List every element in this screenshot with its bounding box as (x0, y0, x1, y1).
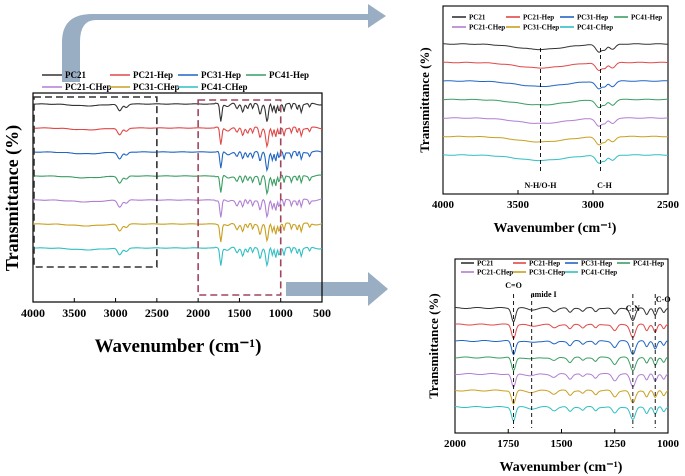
series-line-pc31-hep (33, 150, 322, 173)
zoom-box-high-wavenumber (33, 96, 158, 268)
legend-label-pc21-chep: PC21-CHep (65, 82, 112, 92)
zoom-box-low-wavenumber (197, 99, 282, 296)
series-line-pc41-hep (33, 174, 322, 196)
legend-label-pc21-chep: PC21-CHep (477, 268, 513, 276)
series-line-pc41-chep (443, 154, 668, 164)
series-line-pc31-hep (443, 80, 668, 90)
inset-low-x-ticks: 2000 1750 1500 1250 1000 (444, 429, 680, 450)
series-line-pc21-hep (455, 323, 668, 340)
arrow-to-low-inset (286, 272, 388, 306)
series-line-pc41-hep (443, 98, 668, 109)
legend-label-pc41-hep: PC41-Hep (633, 259, 664, 267)
inset-high-y-axis-label: Transmittance (%) (417, 47, 432, 153)
series-line-pc41-chep (455, 406, 668, 422)
annotation-label-c-o: C=O (505, 281, 522, 290)
x-tick-label-3500: 3500 (62, 306, 86, 320)
legend-label-pc31-chep: PC31-CHep (133, 82, 180, 92)
main-legend: PC21 PC21-Hep PC31-Hep PC41-Hep PC21-CHep PC3… (42, 70, 309, 92)
series-line-pc21 (443, 43, 668, 53)
series-line-pc21 (33, 102, 322, 122)
x-tick-label-3000: 3000 (582, 199, 605, 211)
x-tick-label-1250: 1250 (604, 438, 627, 450)
x-tick-label-1000: 1000 (657, 438, 680, 450)
x-tick-label-2500: 2500 (145, 306, 169, 320)
annotation-label-c-n: C-N (626, 304, 640, 313)
annotation-label-n-h-o-h: N-H/O-H (525, 181, 558, 190)
legend-label-pc21-hep: PC21-Hep (523, 13, 554, 21)
x-tick-label-500: 500 (313, 306, 331, 320)
legend-label-pc41-chep: PC41-CHep (581, 268, 617, 276)
inset-low-legend: PC21 PC21-Hep PC31-Hep PC41-Hep PC21-CHep PC3… (461, 259, 664, 276)
series-line-pc31-chep (33, 222, 322, 243)
series-line-pc41-hep (455, 356, 668, 372)
legend-label-pc41-hep: PC41-Hep (631, 13, 662, 21)
legend-label-pc41-chep: PC41-CHep (577, 23, 613, 31)
x-tick-label-3000: 3000 (104, 306, 128, 320)
main-y-axis-label: Transmittance (%) (2, 125, 23, 271)
arrows (62, 4, 388, 306)
x-tick-label-1000: 1000 (269, 306, 293, 320)
inset-high-legend: PC21 PC21-Hep PC31-Hep PC41-Hep PC21-CHep PC3… (452, 13, 662, 31)
inset-low-series-group (455, 307, 668, 422)
x-tick-label-1500: 1500 (227, 306, 251, 320)
annotation-label-amide-i: amide I (531, 290, 557, 299)
series-line-pc31-chep (443, 135, 668, 146)
legend-label-pc41-hep: PC41-Hep (269, 70, 309, 80)
series-line-pc21-hep (443, 61, 668, 72)
legend-label-pc31-chep: PC31-CHep (529, 268, 565, 276)
legend-label-pc31-hep: PC31-Hep (577, 13, 608, 21)
inset-high-x-ticks: 4000 3500 3000 2500 (432, 190, 680, 211)
annotation-label-c-h: C-H (597, 181, 612, 190)
legend-label-pc21-hep: PC21-Hep (133, 70, 173, 80)
main-series-group (33, 102, 322, 268)
legend-label-pc21-chep: PC21-CHep (469, 23, 505, 31)
legend-label-pc31-hep: PC31-Hep (201, 70, 241, 80)
inset-high-x-axis-label: Wavenumber (cm⁻¹) (494, 221, 617, 236)
legend-label-pc21: PC21 (469, 13, 486, 21)
series-line-pc31-hep (455, 340, 668, 356)
main-x-ticks: 4000 3500 3000 2500 2000 1500 1000 500 (21, 298, 331, 320)
inset-low-x-axis-label: Wavenumber (cm⁻¹) (500, 460, 623, 475)
x-tick-label-1500: 1500 (551, 438, 574, 450)
arrow-to-high-inset (62, 4, 386, 82)
series-line-pc21-chep (443, 117, 668, 127)
legend-label-pc31-hep: PC31-Hep (581, 259, 612, 267)
series-line-pc21 (455, 307, 668, 323)
x-tick-label-1750: 1750 (497, 438, 520, 450)
legend-label-pc21: PC21 (65, 70, 86, 80)
main-x-axis-label: Wavenumber (cm⁻¹) (95, 336, 262, 357)
main-plot-frame (32, 92, 323, 303)
x-tick-label-2000: 2000 (444, 438, 467, 450)
legend-label-pc31-chep: PC31-CHep (523, 23, 559, 31)
series-line-pc31-chep (455, 389, 668, 405)
inset-high-panel: N-H/O-H C-H 4000 3500 3000 2500 PC21 PC21-Hep… (417, 5, 680, 236)
x-tick-label-2500: 2500 (657, 199, 680, 211)
x-tick-label-4000: 4000 (21, 306, 45, 320)
legend-label-pc21: PC21 (477, 259, 494, 267)
legend-label-pc41-chep: PC41-CHep (201, 82, 248, 92)
annotation-label-c-o: C-O (656, 295, 671, 304)
series-line-pc41-chep (33, 246, 322, 268)
zoom-boxes (33, 96, 282, 296)
series-line-pc21-hep (33, 126, 322, 149)
inset-low-annotations: C=O amide I C-N C-O (505, 281, 671, 428)
series-line-pc21-chep (33, 198, 322, 219)
inset-high-annotations: N-H/O-H C-H (525, 48, 613, 190)
x-tick-label-4000: 4000 (432, 199, 455, 211)
x-tick-label-3500: 3500 (507, 199, 530, 211)
legend-label-pc21-hep: PC21-Hep (529, 259, 560, 267)
series-line-pc21-chep (455, 373, 668, 388)
inset-low-panel: C=O amide I C-N C-O 2000 1750 1500 1250 1000 PC… (426, 258, 680, 475)
inset-high-series-group (443, 43, 668, 164)
main-panel: 4000 3500 3000 2500 2000 1500 1000 500 PC21 PC21… (2, 70, 331, 357)
x-tick-label-2000: 2000 (186, 306, 210, 320)
inset-low-y-axis-label: Transmittance (%) (426, 293, 441, 399)
